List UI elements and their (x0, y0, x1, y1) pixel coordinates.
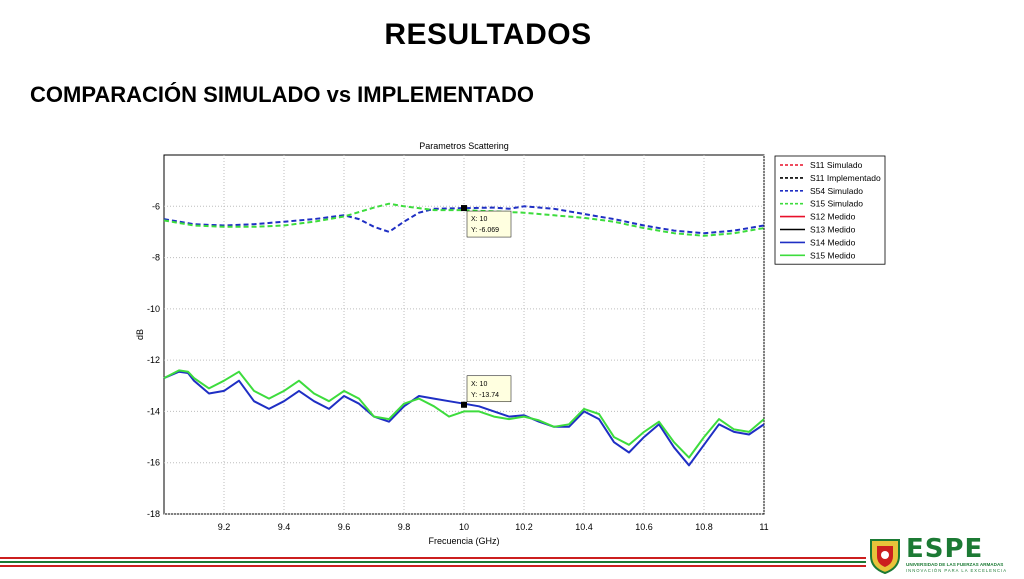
series-line-s14-medido (163, 370, 765, 467)
datatip-box (466, 210, 512, 238)
footer-line-green (0, 561, 866, 563)
datatip-x: X: 10 (471, 381, 487, 388)
logo-line2: INNOVACIÓN PARA LA EXCELENCIA (906, 568, 1007, 573)
y-axis-label: dB (135, 329, 145, 340)
x-tick-label: 10.8 (695, 522, 713, 532)
datatip-x: X: 10 (471, 216, 487, 223)
datatip-y: Y: -13.74 (471, 392, 499, 399)
slide-title: RESULTADOS (384, 18, 592, 51)
legend-entry: S13 Medido (810, 225, 856, 235)
crest-icon (870, 539, 900, 575)
x-axis-label: Frecuencia (GHz) (428, 536, 499, 546)
y-tick-label: -18 (147, 509, 160, 519)
x-tick-label: 9.8 (398, 522, 411, 532)
x-tick-label: 10 (459, 522, 469, 532)
series-line-s15-medido (163, 369, 765, 459)
legend-entry: S11 Simulado (810, 160, 863, 170)
y-tick-label: -10 (147, 304, 160, 314)
legend-entry: S14 Medido (810, 237, 856, 247)
datatip-box (466, 375, 512, 403)
y-tick-label: -14 (147, 406, 160, 416)
legend-entry: S12 Medido (810, 212, 856, 222)
plot-area (163, 154, 765, 515)
x-tick-label: 9.2 (218, 522, 231, 532)
footer-line-red-2 (0, 565, 866, 567)
y-tick-label: -12 (147, 355, 160, 365)
series-line-s15-simulado (163, 202, 765, 237)
x-tick-label: 10.2 (515, 522, 533, 532)
legend-entry: S54 Simulado (810, 186, 863, 196)
y-tick-label: -8 (152, 253, 160, 263)
logo-name: ESPE (906, 534, 984, 564)
y-tick-label: -6 (152, 201, 160, 211)
slide-subtitle: COMPARACIÓN SIMULADO vs IMPLEMENTADO (30, 82, 534, 107)
legend-entry: S15 Simulado (810, 199, 863, 209)
datatip-y: Y: -6.069 (471, 227, 499, 234)
y-tick-label: -16 (147, 458, 160, 468)
x-tick-label: 9.4 (278, 522, 291, 532)
datatip-marker (461, 205, 467, 212)
series-line-s54-simulado (163, 205, 765, 235)
x-tick-label: 11 (759, 522, 768, 532)
espe-logo: ESPE UNIVERSIDAD DE LAS FUERZAS ARMADAS … (868, 534, 1018, 575)
legend-box (774, 155, 886, 265)
chart-title: Parametros Scattering (419, 141, 509, 151)
logo-line1: UNIVERSIDAD DE LAS FUERZAS ARMADAS (906, 562, 1004, 567)
datatip-marker (461, 401, 467, 408)
x-tick-label: 9.6 (338, 522, 351, 532)
legend-entry: S11 Implementado (810, 173, 881, 183)
x-tick-label: 10.6 (635, 522, 653, 532)
x-tick-label: 10.4 (575, 522, 593, 532)
footer-line-red (0, 557, 866, 559)
legend-entry: S15 Medido (810, 250, 856, 260)
